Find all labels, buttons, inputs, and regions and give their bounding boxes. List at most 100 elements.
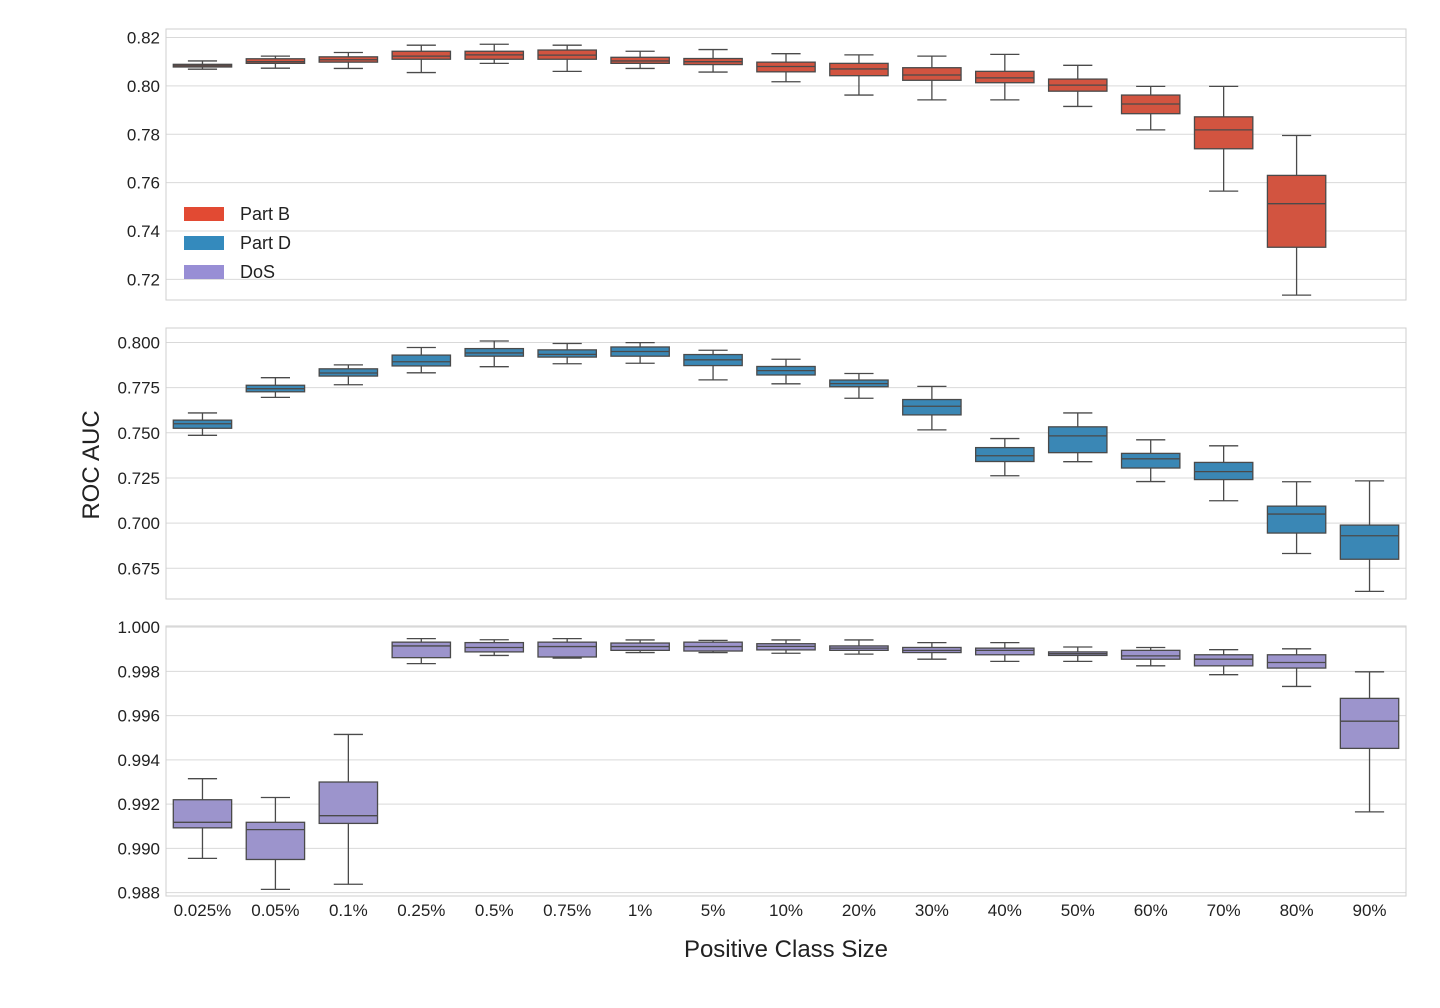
iqr-box	[1193, 116, 1254, 150]
y-tick-label: 0.675	[117, 559, 160, 578]
panel-part-b: 0.72 0.74 0.76 0.78 0.80 0.82	[127, 28, 1407, 301]
x-tick-label: 0.025%	[174, 901, 232, 920]
box-1%	[610, 50, 670, 70]
panels-group: 0.720.740.760.780.800.820.6750.7000.7250…	[117, 28, 1407, 903]
x-tick-labels: 0.025% 0.05% 0.1% 0.25% 0.5% 0.75% 1% 5% 10% 20% 3…	[174, 901, 1387, 920]
box-40%	[974, 437, 1035, 477]
box-80%	[1266, 481, 1327, 555]
box-30%	[902, 55, 962, 101]
x-tick-label: 5%	[701, 901, 726, 920]
x-tick-label: 30%	[915, 901, 949, 920]
box-40%	[974, 53, 1035, 101]
y-axis-label: ROC AUC	[78, 410, 105, 519]
iqr-box	[1266, 174, 1327, 248]
box-20%	[829, 372, 889, 399]
box-10%	[756, 53, 816, 83]
panel-frame	[165, 28, 1407, 301]
box-20%	[829, 54, 889, 96]
box-0.25%	[391, 346, 452, 374]
box-0.05%	[245, 55, 306, 69]
iqr-box	[318, 781, 379, 825]
y-tick-label: 0.700	[117, 514, 160, 533]
box-60%	[1120, 646, 1181, 667]
x-tick-label: 0.5%	[475, 901, 514, 920]
box-30%	[902, 641, 962, 660]
box-80%	[1266, 134, 1327, 296]
box-80%	[1266, 648, 1327, 688]
iqr-box	[1120, 452, 1181, 469]
legend-swatch	[184, 265, 224, 279]
iqr-box	[537, 641, 598, 658]
y-tick-label: 0.998	[117, 662, 160, 681]
iqr-box	[1266, 654, 1327, 669]
x-tick-label: 60%	[1134, 901, 1168, 920]
y-tick-label: 0.74	[127, 222, 160, 241]
box-70%	[1193, 649, 1254, 676]
box-0.1%	[318, 51, 379, 70]
x-tick-label: 10%	[769, 901, 803, 920]
x-tick-label: 80%	[1280, 901, 1314, 920]
iqr-box	[1266, 505, 1327, 534]
y-tick-label: 0.988	[117, 884, 160, 903]
box-0.5%	[464, 340, 525, 368]
y-tick-label: 0.775	[117, 379, 160, 398]
y-tick-label: 0.800	[117, 333, 160, 352]
box-5%	[683, 639, 743, 654]
iqr-box	[1047, 426, 1108, 454]
box-60%	[1120, 439, 1181, 483]
box-10%	[756, 639, 816, 654]
box-0.05%	[245, 377, 306, 399]
box-0.25%	[391, 637, 452, 665]
y-tick-label: 0.725	[117, 469, 160, 488]
panel-frame	[165, 327, 1407, 600]
iqr-box	[974, 70, 1035, 84]
box-40%	[974, 641, 1035, 663]
box-0.1%	[318, 733, 379, 885]
x-tick-label: 1%	[628, 901, 653, 920]
x-tick-label: 40%	[988, 901, 1022, 920]
iqr-box	[974, 446, 1035, 463]
iqr-box	[1193, 654, 1254, 667]
box-0.5%	[464, 639, 525, 657]
box-0.1%	[318, 364, 379, 386]
iqr-box	[391, 354, 452, 367]
legend-swatch	[184, 207, 224, 221]
x-tick-label: 0.25%	[397, 901, 445, 920]
box-0.5%	[464, 43, 525, 65]
box-0.25%	[391, 44, 452, 74]
iqr-box	[391, 50, 452, 60]
x-tick-label: 50%	[1061, 901, 1095, 920]
box-10%	[756, 358, 816, 385]
legend-label: Part B	[240, 204, 290, 224]
iqr-box	[1339, 697, 1400, 750]
x-tick-label: 0.1%	[329, 901, 368, 920]
y-tick-label: 0.990	[117, 839, 160, 858]
legend-swatch	[184, 236, 224, 250]
iqr-box	[902, 398, 962, 416]
x-tick-label: 0.75%	[543, 901, 591, 920]
box-90%	[1339, 480, 1400, 593]
box-0.75%	[537, 637, 598, 659]
box-60%	[1120, 85, 1181, 131]
iqr-box	[537, 349, 598, 358]
x-tick-label: 90%	[1353, 901, 1387, 920]
box-0.025%	[172, 412, 233, 436]
legend: Part B Part D DoS	[184, 204, 291, 282]
panel-part-d: 0.675 0.700 0.725 0.750 0.775 0.800	[117, 327, 1407, 600]
iqr-box	[245, 821, 306, 861]
box-50%	[1047, 412, 1108, 463]
x-tick-label: 0.05%	[251, 901, 299, 920]
box-70%	[1193, 85, 1254, 192]
legend-label: DoS	[240, 262, 275, 282]
box-0.05%	[245, 796, 306, 891]
box-50%	[1047, 646, 1108, 663]
x-tick-label: 20%	[842, 901, 876, 920]
box-0.025%	[172, 60, 233, 70]
box-20%	[829, 639, 889, 655]
y-tick-label: 0.750	[117, 424, 160, 443]
y-tick-label: 0.994	[117, 751, 160, 770]
y-tick-label: 0.72	[127, 270, 160, 289]
box-0.75%	[537, 342, 598, 365]
y-tick-label: 0.82	[127, 28, 160, 47]
